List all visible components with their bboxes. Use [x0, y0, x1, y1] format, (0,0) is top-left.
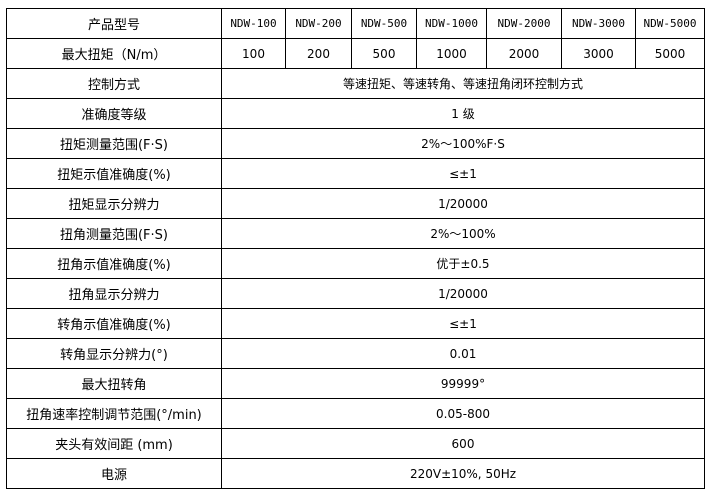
spec-value: 2%～100%F·S: [221, 128, 705, 159]
spec-value: ≤±1: [221, 308, 705, 339]
torque-value: 5000: [635, 38, 705, 69]
spec-value: 0.01: [221, 338, 705, 369]
spec-value: 600: [221, 428, 705, 459]
model-cell: NDW-5000: [635, 8, 705, 39]
model-cell: NDW-3000: [561, 8, 636, 39]
spec-row: 电源 220V±10%, 50Hz: [6, 458, 705, 489]
model-row: 产品型号 NDW-100 NDW-200 NDW-500 NDW-1000 ND…: [6, 8, 705, 39]
spec-row: 转角示值准确度(%) ≤±1: [6, 308, 705, 339]
spec-label: 扭角速率控制调节范围(°/min): [6, 398, 222, 429]
spec-row: 扭角测量范围(F·S) 2%～100%: [6, 218, 705, 249]
spec-label: 最大扭转角: [6, 368, 222, 399]
spec-label: 电源: [6, 458, 222, 489]
spec-table: 产品型号 NDW-100 NDW-200 NDW-500 NDW-1000 ND…: [6, 8, 705, 489]
spec-label: 转角显示分辨力(°): [6, 338, 222, 369]
spec-value: 220V±10%, 50Hz: [221, 458, 705, 489]
spec-label: 扭矩示值准确度(%): [6, 158, 222, 189]
spec-row: 最大扭转角 99999°: [6, 368, 705, 399]
model-cell: NDW-2000: [486, 8, 562, 39]
spec-value: 1/20000: [221, 188, 705, 219]
spec-label: 扭矩显示分辨力: [6, 188, 222, 219]
spec-label: 扭矩测量范围(F·S): [6, 128, 222, 159]
spec-value: 99999°: [221, 368, 705, 399]
spec-value: 1 级: [221, 98, 705, 129]
max-torque-row: 最大扭矩（N/m） 100 200 500 1000 2000 3000 500…: [6, 38, 705, 69]
spec-value: 0.05-800: [221, 398, 705, 429]
spec-value: 2%～100%: [221, 218, 705, 249]
spec-row: 扭矩测量范围(F·S) 2%～100%F·S: [6, 128, 705, 159]
spec-label: 转角示值准确度(%): [6, 308, 222, 339]
torque-value: 1000: [416, 38, 487, 69]
spec-value: 1/20000: [221, 278, 705, 309]
torque-value: 2000: [486, 38, 562, 69]
torque-value: 100: [221, 38, 286, 69]
spec-row: 准确度等级 1 级: [6, 98, 705, 129]
model-cell: NDW-200: [285, 8, 352, 39]
spec-label: 扭角测量范围(F·S): [6, 218, 222, 249]
spec-row: 控制方式 等速扭矩、等速转角、等速扭角闭环控制方式: [6, 68, 705, 99]
spec-value: 等速扭矩、等速转角、等速扭角闭环控制方式: [221, 68, 705, 99]
spec-label: 扭角显示分辨力: [6, 278, 222, 309]
max-torque-label: 最大扭矩（N/m）: [6, 38, 222, 69]
torque-value: 200: [285, 38, 352, 69]
spec-label: 控制方式: [6, 68, 222, 99]
spec-row: 扭角速率控制调节范围(°/min) 0.05-800: [6, 398, 705, 429]
spec-row: 扭角示值准确度(%) 优于±0.5: [6, 248, 705, 279]
torque-value: 3000: [561, 38, 636, 69]
model-cell: NDW-500: [351, 8, 417, 39]
spec-row: 扭角显示分辨力 1/20000: [6, 278, 705, 309]
spec-row: 夹头有效间距 (mm) 600: [6, 428, 705, 459]
model-header-label: 产品型号: [6, 8, 222, 39]
spec-value: ≤±1: [221, 158, 705, 189]
spec-label: 扭角示值准确度(%): [6, 248, 222, 279]
model-cell: NDW-1000: [416, 8, 487, 39]
spec-row: 扭矩示值准确度(%) ≤±1: [6, 158, 705, 189]
spec-row: 转角显示分辨力(°) 0.01: [6, 338, 705, 369]
spec-label: 准确度等级: [6, 98, 222, 129]
torque-value: 500: [351, 38, 417, 69]
spec-value: 优于±0.5: [221, 248, 705, 279]
spec-label: 夹头有效间距 (mm): [6, 428, 222, 459]
model-cell: NDW-100: [221, 8, 286, 39]
spec-row: 扭矩显示分辨力 1/20000: [6, 188, 705, 219]
